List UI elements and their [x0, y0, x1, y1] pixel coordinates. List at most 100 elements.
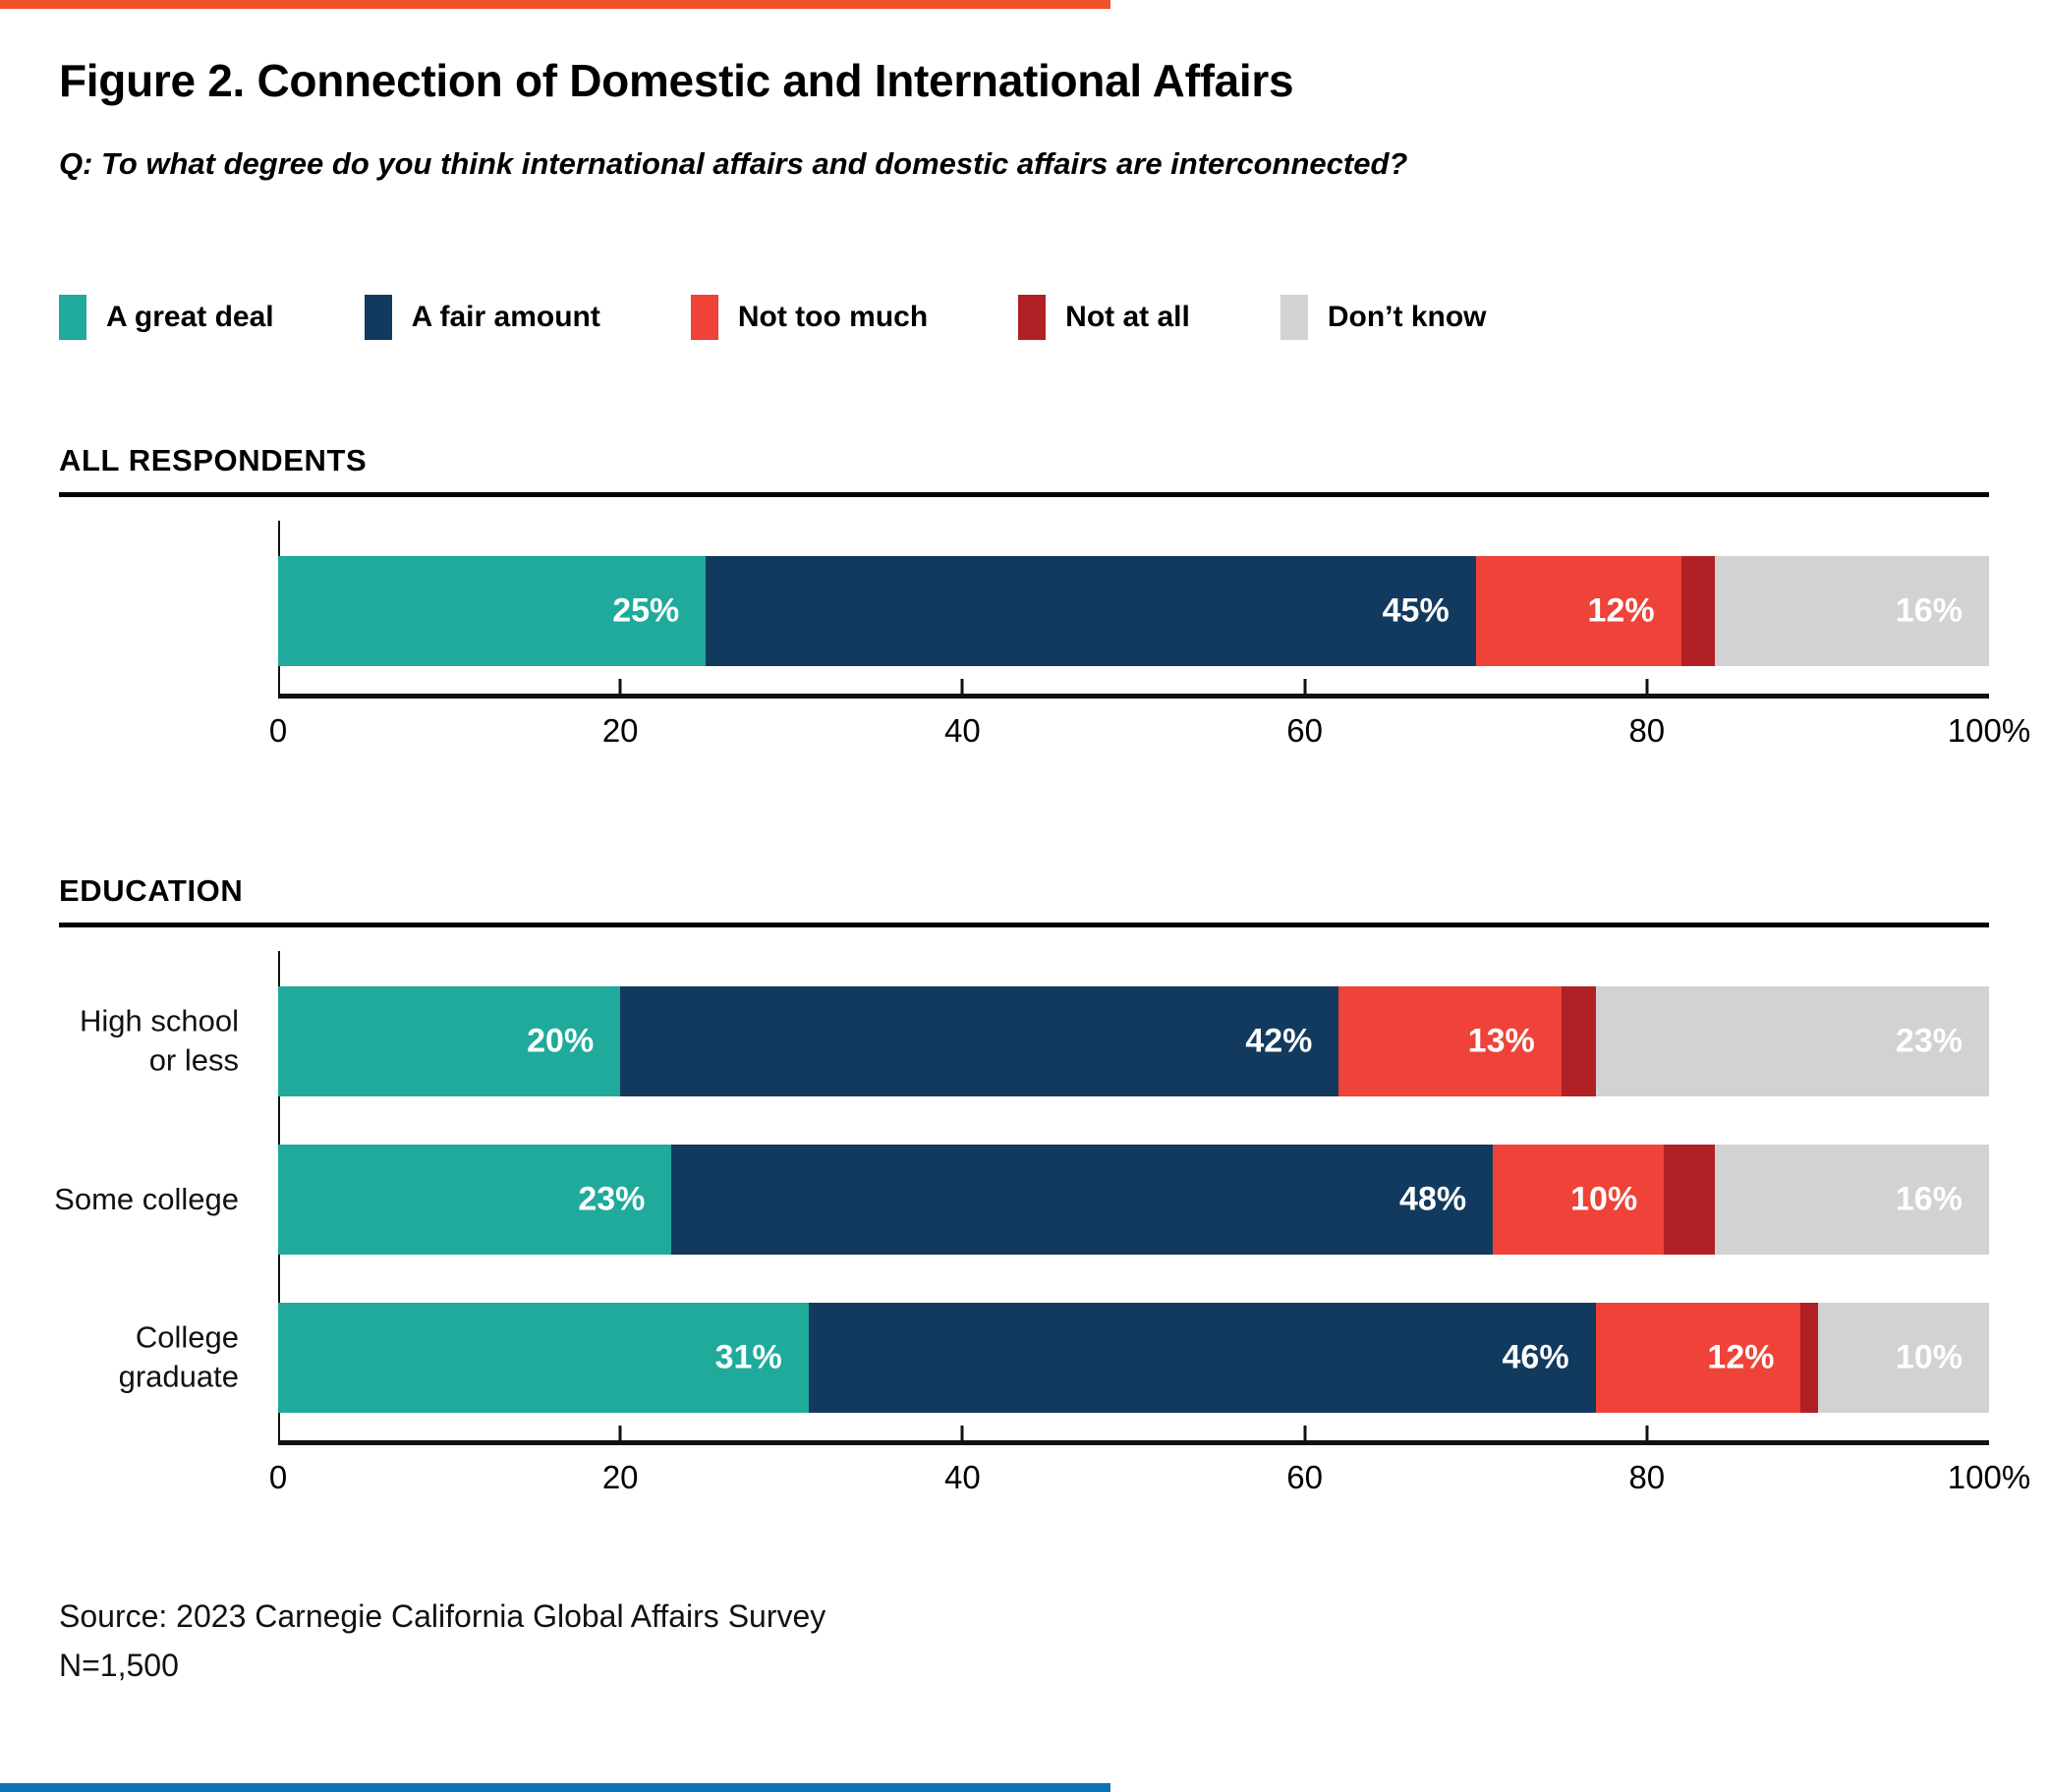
- axis-tick-label: 100%: [1947, 712, 2031, 749]
- axis-tick: [960, 679, 964, 694]
- row-label: College graduate: [118, 1319, 239, 1394]
- section-all-respondents: ALL RESPONDENTS 25% 45% 12% 16% 0 20 40 60 80 100…: [59, 443, 2030, 756]
- bar-segment: 23%: [1595, 986, 1989, 1096]
- bar-segment-label: 12%: [1587, 591, 1655, 630]
- bar-segment-label: 45%: [1382, 591, 1450, 630]
- stacked-bar-chart-all-respondents: 25% 45% 12% 16% 0 20 40 60 80 100%: [269, 521, 2030, 756]
- axis-tick-label: 40: [944, 1459, 981, 1495]
- survey-question: Q: To what degree do you think internati…: [59, 146, 1408, 181]
- section-rule: [59, 923, 1989, 927]
- axis-tick: [960, 1426, 964, 1440]
- axis-tick: [1645, 679, 1649, 694]
- footer: Source: 2023 Carnegie California Global …: [59, 1593, 1989, 1690]
- bar-segment-label: 10%: [1895, 1338, 1963, 1376]
- bar-segment: [1800, 1303, 1818, 1413]
- axis-tick-labels: 0 20 40 60 80 100%: [269, 1459, 2030, 1502]
- axis-tick-label: 80: [1628, 1459, 1666, 1495]
- source-line: Source: 2023 Carnegie California Global …: [59, 1598, 826, 1634]
- legend-swatch: [59, 295, 86, 340]
- bar-segment: 12%: [1475, 556, 1681, 666]
- bar-segment: 10%: [1817, 1303, 1989, 1413]
- bar-segment: [1664, 1145, 1716, 1255]
- axis-tick: [618, 1426, 622, 1440]
- bottom-accent-line: [0, 1783, 1110, 1792]
- legend-swatch: [364, 295, 392, 340]
- legend-swatch: [1018, 295, 1047, 340]
- axis-tick: [1645, 1426, 1649, 1440]
- axis-tick-label: 60: [1286, 1459, 1323, 1495]
- bar-segment-label: 10%: [1570, 1180, 1638, 1218]
- legend-item: A great deal: [59, 295, 274, 340]
- legend-label: Don’t know: [1327, 301, 1487, 333]
- bar-segment: [1680, 556, 1716, 666]
- bar-segment-label: 16%: [1895, 1180, 1963, 1218]
- bar-segment-label: 13%: [1467, 1022, 1535, 1060]
- bar-segment: 12%: [1595, 1303, 1801, 1413]
- bar-segment-label: 20%: [527, 1022, 595, 1060]
- legend-item: Not at all: [1018, 295, 1190, 340]
- bar-row: College graduate 31% 46% 12% 10%: [119, 1303, 1989, 1413]
- legend-label: A fair amount: [411, 301, 600, 333]
- row-label: High school or less: [80, 1003, 239, 1078]
- bar-row: 25% 45% 12% 16%: [278, 556, 1989, 666]
- bar-segment-label: 12%: [1707, 1338, 1775, 1376]
- sample-size: N=1,500: [59, 1647, 179, 1683]
- axis-tick: [1303, 1426, 1307, 1440]
- section-education: EDUCATION High school or less 20% 42% 13% 23…: [54, 873, 2030, 1502]
- figure-content: Figure 2. Connection of Domestic and Int…: [54, 55, 2030, 1690]
- bar-segment: 25%: [278, 556, 707, 666]
- axis-tick-label: 100%: [1947, 1459, 2031, 1495]
- top-accent-line: [0, 0, 1110, 9]
- bar-row: High school or less 20% 42% 13% 23%: [80, 986, 1989, 1096]
- plot-area: High school or less 20% 42% 13% 23% Some coll…: [54, 951, 1989, 1440]
- legend: A great deal A fair amount Not too much Not…: [59, 295, 1989, 340]
- legend-swatch: [1280, 295, 1308, 340]
- section-title: ALL RESPONDENTS: [59, 443, 368, 477]
- axis-tick-label: 0: [268, 712, 288, 749]
- bar-segment-label: 23%: [578, 1180, 646, 1218]
- bar-segment: 45%: [706, 556, 1476, 666]
- bar-row: Some college 23% 48% 10% 16%: [54, 1145, 1989, 1255]
- legend-item: Not too much: [690, 295, 929, 340]
- bar-segment: 16%: [1715, 556, 1989, 666]
- axis-tick-label: 0: [268, 1459, 288, 1495]
- axis-tick-label: 60: [1286, 712, 1323, 749]
- stacked-bar-chart-education: High school or less 20% 42% 13% 23% Some coll…: [54, 951, 2030, 1502]
- bar-segment: 46%: [808, 1303, 1596, 1413]
- bar-segment: 31%: [278, 1303, 809, 1413]
- bar-segment-label: 42%: [1245, 1022, 1313, 1060]
- figure-title: Figure 2. Connection of Domestic and Int…: [59, 55, 1294, 106]
- bar-segment: 23%: [278, 1145, 672, 1255]
- legend-label: Not at all: [1065, 301, 1190, 333]
- bar-segment-label: 31%: [714, 1338, 782, 1376]
- bar-segment-label: 23%: [1895, 1022, 1963, 1060]
- axis-tick-label: 40: [944, 712, 981, 749]
- legend-item: Don’t know: [1280, 295, 1487, 340]
- legend-label: A great deal: [106, 301, 274, 333]
- axis-tick-label: 20: [601, 712, 639, 749]
- bar-segment: 20%: [278, 986, 621, 1096]
- x-axis-line: [278, 1426, 1989, 1445]
- axis-tick: [618, 679, 622, 694]
- legend-label: Not too much: [737, 301, 929, 333]
- legend-item: A fair amount: [364, 295, 600, 340]
- bar-segment-label: 46%: [1502, 1338, 1569, 1376]
- bar-segment-label: 25%: [612, 591, 680, 630]
- axis-tick-label: 20: [601, 1459, 639, 1495]
- bar-segment: 48%: [671, 1145, 1494, 1255]
- bar-segment: 13%: [1338, 986, 1562, 1096]
- axis-tick-labels: 0 20 40 60 80 100%: [269, 712, 2030, 756]
- row-label: Some college: [54, 1181, 239, 1216]
- axis-tick-label: 80: [1628, 712, 1666, 749]
- bar-segment: 16%: [1715, 1145, 1989, 1255]
- axis-tick: [1303, 679, 1307, 694]
- plot-area: 25% 45% 12% 16%: [278, 521, 1989, 694]
- bar-segment: 42%: [620, 986, 1339, 1096]
- section-rule: [59, 492, 1989, 497]
- bar-segment: 10%: [1493, 1145, 1665, 1255]
- bar-segment: [1561, 986, 1596, 1096]
- bar-segment-label: 16%: [1895, 591, 1963, 630]
- x-axis-line: [278, 679, 1989, 699]
- legend-swatch: [690, 295, 718, 340]
- bar-segment-label: 48%: [1399, 1180, 1467, 1218]
